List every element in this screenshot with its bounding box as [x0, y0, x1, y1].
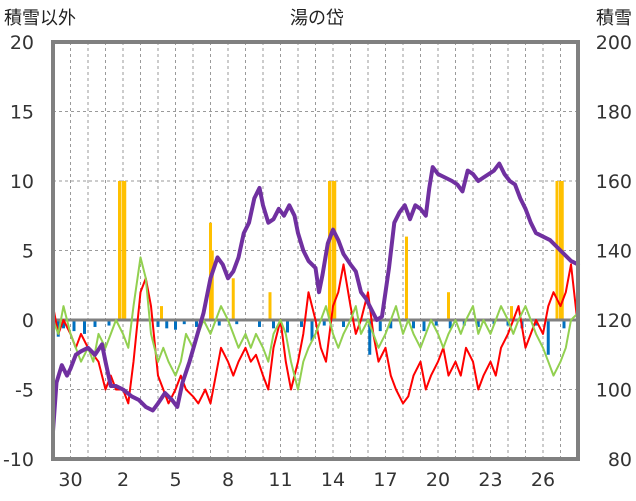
precip-bar — [160, 306, 163, 320]
chart-title: 湯の岱 — [290, 8, 344, 29]
x-tick-label: 8 — [222, 469, 234, 491]
precip-bar — [268, 292, 272, 320]
x-tick-label: 14 — [321, 469, 345, 491]
precip-bar — [121, 181, 125, 320]
sunshine-bar — [448, 320, 452, 329]
y-right-tick-label: 200 — [596, 32, 632, 54]
bar-series — [56, 181, 566, 355]
x-tick-label: 23 — [478, 469, 502, 491]
sunshine-bar — [412, 320, 415, 329]
sunshine-bar — [300, 320, 303, 327]
precip-bar — [331, 181, 335, 320]
sunshine-bar — [286, 320, 289, 333]
sunshine-bar — [546, 320, 550, 355]
y-left-tick-label: 0 — [22, 310, 34, 332]
x-tick-label: 30 — [58, 469, 82, 491]
y-left-tick-label: 10 — [10, 171, 34, 193]
sunshine-bar — [342, 320, 345, 327]
precip-bar — [118, 181, 121, 320]
y-left-tick-label: 20 — [10, 32, 34, 54]
sunshine-bar — [389, 320, 393, 329]
x-tick-label: 20 — [426, 469, 450, 491]
sunshine-bar — [368, 320, 372, 355]
sunshine-bar — [62, 320, 65, 329]
sunshine-bar — [72, 320, 76, 332]
sunshine-bar — [174, 320, 177, 330]
plot-frame — [51, 40, 580, 461]
line-series — [51, 161, 580, 434]
y-right-label: 積雪 — [596, 8, 632, 29]
precip-bar — [210, 250, 214, 320]
y-left-tick-label: -10 — [3, 449, 34, 471]
y-right-tick-label: 160 — [596, 171, 632, 193]
sunshine-bar — [107, 320, 111, 326]
y-right-tick-label: 100 — [596, 380, 632, 402]
sunshine-bar — [322, 320, 326, 326]
y-left-tick-label: 15 — [10, 102, 34, 124]
y-left-tick-label: -5 — [15, 380, 34, 402]
precip-bar — [447, 292, 450, 320]
precip-bar — [555, 181, 559, 320]
sunshine-bar — [165, 320, 169, 329]
sunshine-bar — [156, 320, 160, 327]
y-left-tick-label: 5 — [22, 241, 34, 263]
y-right-tick-label: 140 — [596, 241, 632, 263]
sunshine-bar — [272, 320, 275, 329]
sunshine-bar — [562, 320, 566, 329]
y-right-tick-label: 80 — [608, 449, 632, 471]
sunshine-bar — [182, 320, 186, 325]
precip-bar — [405, 236, 408, 320]
sunshine-bar — [195, 320, 198, 327]
y-right-tick-label: 180 — [596, 102, 632, 124]
x-tick-label: 5 — [169, 469, 181, 491]
sunshine-bar — [93, 320, 97, 327]
sunshine-bar — [422, 320, 426, 332]
sunshine-bar — [83, 320, 86, 334]
snow_depth-line — [51, 161, 580, 434]
x-tick-label: 17 — [373, 469, 397, 491]
precip-bar — [328, 181, 331, 320]
x-tick-label: 2 — [117, 469, 129, 491]
x-tick-label: 26 — [531, 469, 555, 491]
x-tick-label: 11 — [268, 469, 292, 491]
sunshine-bar — [217, 320, 221, 326]
sunshine-bar — [235, 320, 239, 325]
max_temp-line — [52, 263, 579, 405]
sunshine-bar — [378, 320, 382, 332]
axes: -10 -5 0 5 10 15 20 80 100 120 140 160 180 200 30 2 5 8 11… — [3, 32, 632, 491]
y-left-label: 積雪以外 — [4, 8, 76, 29]
precip-bar — [333, 181, 337, 320]
sunshine-bar — [258, 320, 261, 327]
sunshine-bar — [310, 320, 314, 341]
precip-bar — [209, 222, 212, 320]
sunshine-bar — [434, 320, 438, 326]
min_temp-line — [52, 256, 579, 391]
sunshine-bar — [476, 320, 480, 327]
precip-bar — [510, 306, 513, 320]
precip-bar — [231, 278, 235, 320]
y-right-tick-label: 120 — [596, 310, 632, 332]
precip-bar — [123, 181, 127, 320]
